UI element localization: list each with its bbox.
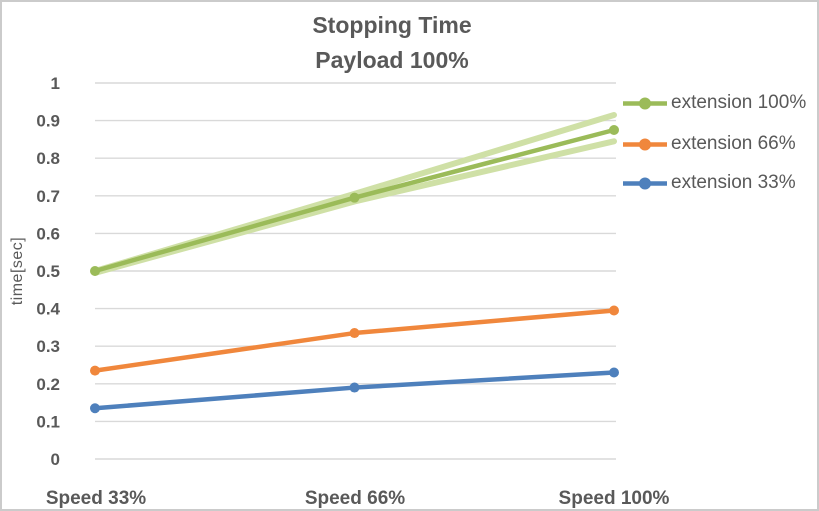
y-axis-title: time[sec]: [9, 236, 26, 306]
legend-label: extension 66%: [671, 133, 796, 154]
data-point-marker: [609, 367, 619, 378]
x-category-label: Speed 66%: [304, 488, 406, 509]
data-point-marker: [349, 328, 360, 339]
y-tick-label: 0.9: [36, 112, 60, 131]
legend-line-marker-icon: [623, 97, 667, 109]
x-category-label: Speed 33%: [45, 488, 147, 509]
aux-series-line: [92, 138, 617, 276]
y-tick-label: 0.4: [36, 300, 60, 319]
data-point-marker: [349, 382, 360, 393]
y-tick-label: 0.2: [36, 375, 60, 394]
data-point-marker: [349, 192, 360, 203]
chart-title: Stopping Time: [312, 12, 472, 38]
legend-item-extension-100: extension 100%: [622, 92, 806, 114]
y-tick-label: 0.3: [36, 337, 60, 356]
y-tick-label: 0: [51, 450, 60, 469]
legend-line-marker-icon: [623, 138, 667, 150]
legend-label: extension 33%: [671, 172, 796, 193]
legend-label: extension 100%: [671, 92, 807, 113]
series-line: [92, 308, 617, 373]
data-point-marker: [609, 305, 619, 316]
y-tick-label: 0.7: [36, 187, 60, 206]
x-category-label: Speed 100%: [558, 488, 670, 509]
y-tick-label: 1: [51, 74, 60, 93]
data-point-marker: [90, 365, 100, 376]
y-tick-label: 0.1: [36, 412, 60, 431]
data-point-marker: [90, 403, 100, 414]
data-point-marker: [90, 266, 100, 276]
y-tick-label: 0.5: [36, 262, 60, 281]
chart-subtitle: Payload 100%: [315, 47, 469, 73]
y-tick-label: 0.6: [36, 224, 60, 243]
data-point-marker: [609, 125, 619, 135]
y-tick-label: 0.8: [36, 149, 60, 168]
legend-item-extension-33: extension 33%: [622, 172, 796, 194]
legend-item-extension-66: extension 66%: [622, 133, 796, 155]
legend-line-marker-icon: [623, 177, 667, 189]
chart-title-block: Stopping Time Payload 100%: [2, 8, 782, 78]
